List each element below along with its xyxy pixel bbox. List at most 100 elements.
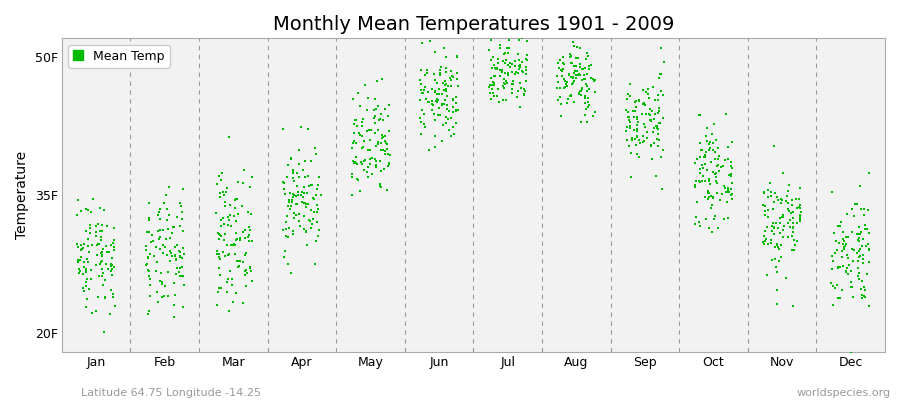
Point <box>724 191 739 197</box>
Point <box>73 242 87 249</box>
Point <box>238 250 253 256</box>
Point <box>438 120 453 126</box>
Point <box>231 258 246 264</box>
Point <box>698 152 712 159</box>
Point <box>500 72 515 78</box>
Point <box>759 236 773 242</box>
Point <box>793 218 807 224</box>
Point <box>89 252 104 259</box>
Point <box>851 273 866 279</box>
Point <box>218 231 232 238</box>
Point <box>428 70 442 77</box>
Point <box>156 226 170 233</box>
Point <box>485 27 500 33</box>
Point <box>95 270 110 276</box>
Point <box>573 119 588 126</box>
Point <box>294 123 309 130</box>
Point <box>155 294 169 300</box>
Point <box>71 244 86 250</box>
Point <box>449 94 464 100</box>
Point <box>286 168 301 175</box>
Point <box>694 147 708 154</box>
Point <box>176 304 191 310</box>
Point <box>310 206 325 212</box>
Point <box>428 143 442 150</box>
Text: worldspecies.org: worldspecies.org <box>796 388 891 398</box>
Point <box>862 230 877 236</box>
Point <box>780 200 795 206</box>
Point <box>844 246 859 252</box>
Point <box>630 114 644 120</box>
Point <box>80 236 94 242</box>
Point <box>292 222 307 229</box>
Point <box>220 185 234 191</box>
Point <box>644 141 659 148</box>
Point <box>104 272 119 278</box>
Point <box>725 138 740 145</box>
Point <box>838 243 852 249</box>
Point <box>174 202 188 209</box>
Point <box>780 188 795 194</box>
Point <box>310 209 324 215</box>
Point <box>381 151 395 157</box>
Point <box>776 170 790 176</box>
Point <box>826 230 841 236</box>
Point <box>653 70 668 77</box>
Point <box>240 209 255 215</box>
Point <box>518 67 533 73</box>
Point <box>564 60 579 66</box>
Point <box>482 81 497 88</box>
Point <box>555 54 570 61</box>
Point <box>850 230 864 237</box>
Point <box>636 120 651 127</box>
Point <box>76 284 90 291</box>
Point <box>500 45 514 51</box>
Point <box>788 237 802 243</box>
Point <box>724 196 739 202</box>
Point <box>225 299 239 306</box>
Point <box>228 242 242 248</box>
Point <box>851 265 866 271</box>
Point <box>218 199 232 206</box>
Point <box>788 242 803 249</box>
Point <box>347 138 362 144</box>
Point <box>368 156 382 162</box>
Point <box>227 213 241 220</box>
Point <box>772 220 787 226</box>
Point <box>420 67 435 74</box>
Point <box>425 101 439 108</box>
Point <box>835 254 850 260</box>
Point <box>776 212 790 218</box>
Point <box>437 101 452 108</box>
Point <box>566 80 580 86</box>
Point <box>158 192 173 199</box>
Point <box>572 71 586 78</box>
Point <box>98 261 112 267</box>
Point <box>773 254 788 260</box>
Point <box>850 201 864 207</box>
Point <box>493 42 508 48</box>
Point <box>214 285 229 291</box>
Point <box>702 176 716 182</box>
Point <box>623 122 637 129</box>
Point <box>572 90 586 96</box>
Point <box>287 178 302 184</box>
Point <box>860 271 874 277</box>
Point <box>836 263 850 269</box>
Point <box>438 69 453 76</box>
Point <box>839 241 853 247</box>
Point <box>583 62 598 68</box>
Point <box>622 116 636 123</box>
Point <box>647 111 662 118</box>
Point <box>430 96 445 103</box>
Point <box>513 62 527 69</box>
Point <box>354 158 368 165</box>
Point <box>98 294 112 300</box>
Point <box>784 210 798 216</box>
Point <box>449 120 464 127</box>
Point <box>825 253 840 259</box>
Point <box>852 235 867 242</box>
Point <box>564 74 579 80</box>
Point <box>439 92 454 99</box>
Point <box>644 118 659 124</box>
